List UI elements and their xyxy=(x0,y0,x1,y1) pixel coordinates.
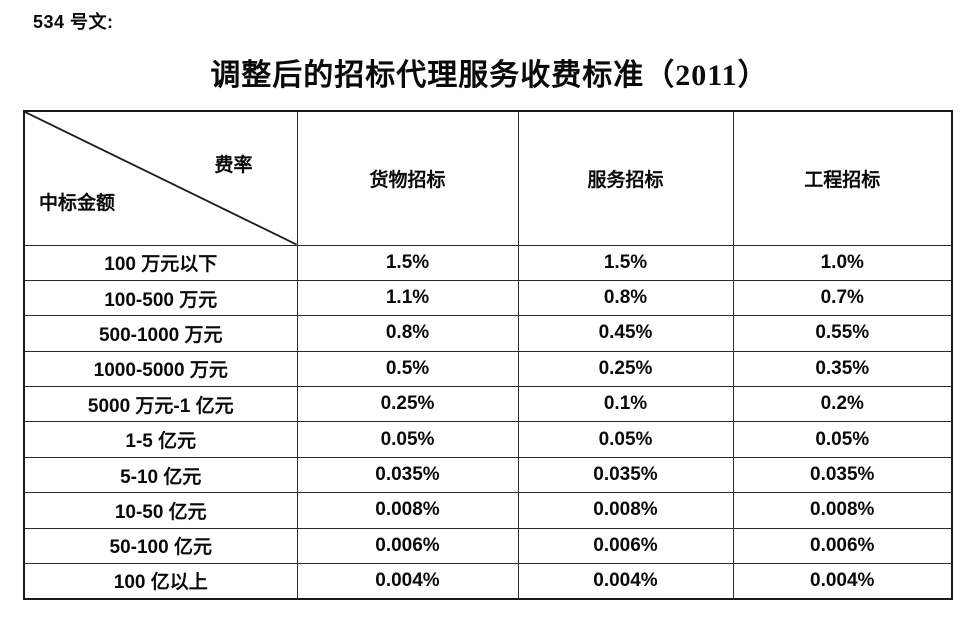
goods-rate-cell: 0.5% xyxy=(296,350,519,388)
table-row: 100 万元以下 1.5% 1.5% 1.0% xyxy=(23,244,953,281)
engineering-rate-cell: 0.004% xyxy=(732,563,953,600)
table-row: 50-100 亿元 0.006% 0.006% 0.006% xyxy=(23,527,953,565)
engineering-rate-cell: 0.035% xyxy=(732,456,953,494)
amount-range-cell: 100 万元以下 xyxy=(23,244,298,281)
table-row: 1-5 亿元 0.05% 0.05% 0.05% xyxy=(23,421,953,458)
amount-range-cell: 1000-5000 万元 xyxy=(23,350,298,388)
corner-label-rate: 费率 xyxy=(214,155,253,176)
table-row: 100 亿以上 0.004% 0.004% 0.004% xyxy=(23,563,953,600)
goods-rate-cell: 0.008% xyxy=(296,492,519,529)
page-title: 调整后的招标代理服务收费标准（2011） xyxy=(210,59,769,92)
table-row: 5-10 亿元 0.035% 0.035% 0.035% xyxy=(23,456,953,494)
table-row: 500-1000 万元 0.8% 0.45% 0.55% xyxy=(23,315,953,352)
engineering-rate-cell: 0.2% xyxy=(732,386,953,423)
diagonal-line xyxy=(25,112,297,245)
engineering-rate-cell: 0.35% xyxy=(732,350,953,388)
corner-label-amount: 中标金额 xyxy=(39,192,116,214)
services-rate-cell: 0.004% xyxy=(517,563,734,600)
services-rate-cell: 0.008% xyxy=(517,492,734,529)
services-rate-cell: 0.45% xyxy=(517,315,734,352)
amount-range-cell: 500-1000 万元 xyxy=(23,315,298,352)
services-rate-cell: 0.8% xyxy=(517,279,734,317)
amount-range-cell: 5000 万元-1 亿元 xyxy=(23,386,298,423)
amount-range-cell: 100 亿以上 xyxy=(23,563,298,600)
column-header-services: 服务招标 xyxy=(517,110,734,246)
engineering-rate-cell: 0.05% xyxy=(732,421,953,458)
goods-rate-cell: 0.25% xyxy=(296,386,519,423)
amount-range-cell: 5-10 亿元 xyxy=(23,456,298,494)
table-row: 5000 万元-1 亿元 0.25% 0.1% 0.2% xyxy=(23,386,953,423)
doc-number-label: 534 号文: xyxy=(33,12,114,32)
amount-range-cell: 50-100 亿元 xyxy=(23,527,298,565)
amount-range-cell: 1-5 亿元 xyxy=(23,421,298,458)
amount-range-cell: 10-50 亿元 xyxy=(23,492,298,529)
engineering-rate-cell: 0.008% xyxy=(732,492,953,529)
services-rate-cell: 0.05% xyxy=(517,421,734,458)
column-header-goods: 货物招标 xyxy=(296,110,519,246)
services-rate-cell: 0.006% xyxy=(517,527,734,565)
table-row: 100-500 万元 1.1% 0.8% 0.7% xyxy=(23,279,953,317)
goods-rate-cell: 0.05% xyxy=(296,421,519,458)
goods-rate-cell: 0.006% xyxy=(296,527,519,565)
amount-range-cell: 100-500 万元 xyxy=(23,279,298,317)
engineering-rate-cell: 0.55% xyxy=(732,315,953,352)
engineering-rate-cell: 0.7% xyxy=(732,279,953,317)
column-header-engineering: 工程招标 xyxy=(732,110,953,246)
goods-rate-cell: 0.004% xyxy=(296,563,519,600)
goods-rate-cell: 0.035% xyxy=(296,456,519,494)
engineering-rate-cell: 1.0% xyxy=(732,244,953,281)
goods-rate-cell: 1.1% xyxy=(296,279,519,317)
goods-rate-cell: 0.8% xyxy=(296,315,519,352)
table-header-row: 费率 中标金额 货物招标 服务招标 工程招标 xyxy=(23,110,953,246)
services-rate-cell: 1.5% xyxy=(517,244,734,281)
services-rate-cell: 0.25% xyxy=(517,350,734,388)
services-rate-cell: 0.1% xyxy=(517,386,734,423)
goods-rate-cell: 1.5% xyxy=(296,244,519,281)
services-rate-cell: 0.035% xyxy=(517,456,734,494)
table-row: 1000-5000 万元 0.5% 0.25% 0.35% xyxy=(23,350,953,388)
table-row: 10-50 亿元 0.008% 0.008% 0.008% xyxy=(23,492,953,529)
engineering-rate-cell: 0.006% xyxy=(732,527,953,565)
fee-rate-table: 费率 中标金额 货物招标 服务招标 工程招标 100 万元以下 1.5% 1.5… xyxy=(23,110,953,600)
diagonal-corner-cell: 费率 中标金额 xyxy=(23,110,298,246)
